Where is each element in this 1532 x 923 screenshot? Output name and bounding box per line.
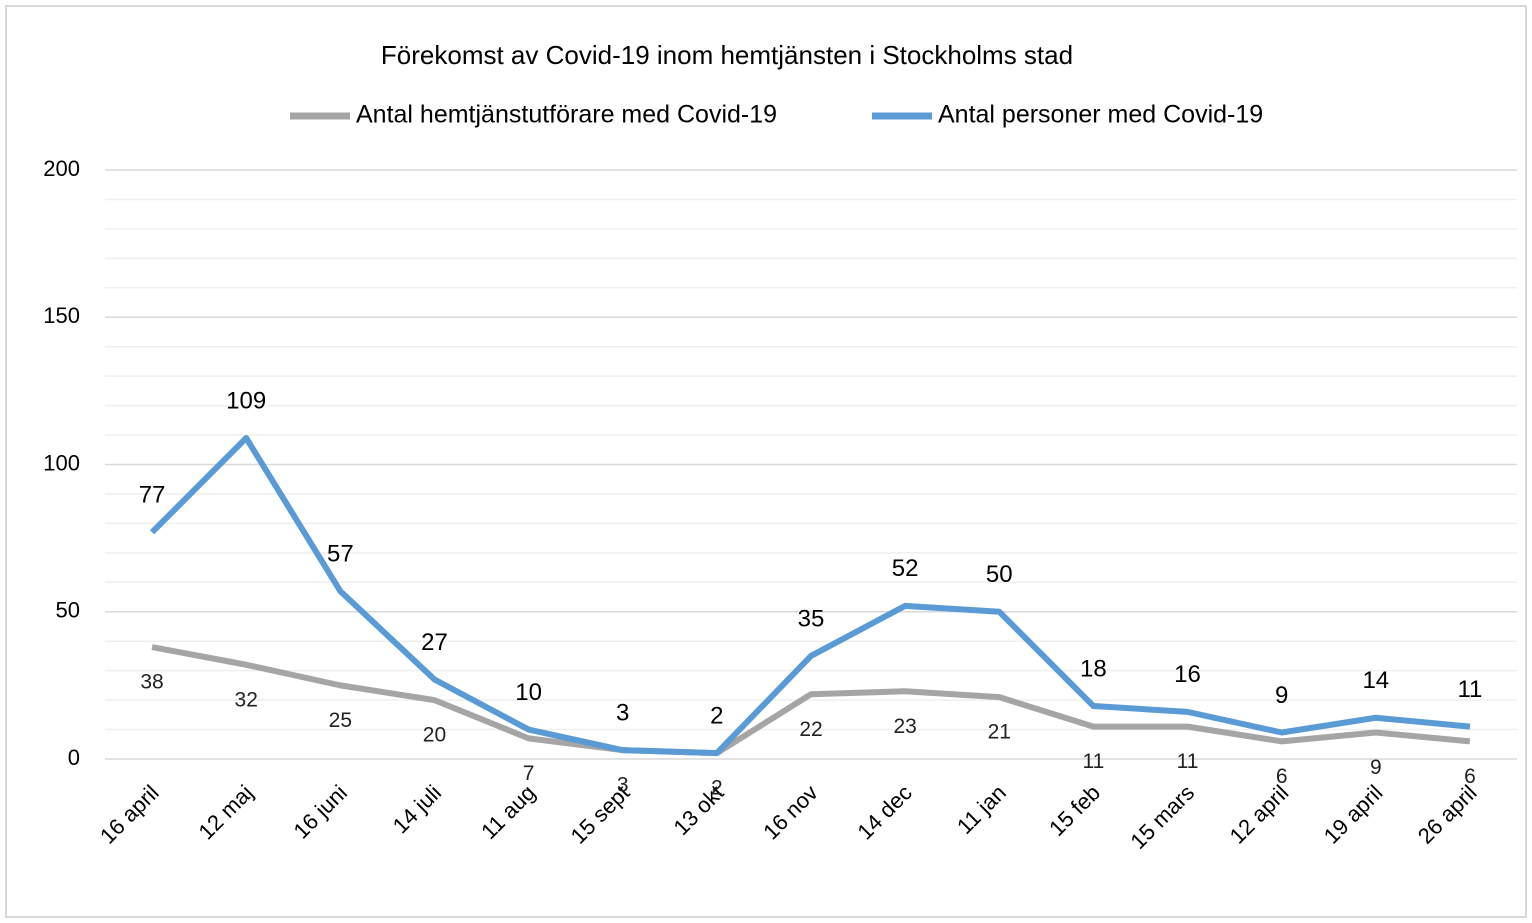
data-label: 14 bbox=[1362, 667, 1389, 694]
data-label: 9 bbox=[1275, 682, 1288, 709]
data-label: 9 bbox=[1370, 756, 1382, 779]
chart-title: Förekomst av Covid-19 inom hemtjänsten i… bbox=[381, 40, 1073, 70]
series-line bbox=[151, 644, 1471, 757]
data-label: 7 bbox=[523, 762, 535, 785]
y-tick-label: 100 bbox=[43, 450, 80, 475]
data-label: 57 bbox=[327, 540, 354, 567]
data-label: 35 bbox=[798, 605, 825, 632]
data-label: 20 bbox=[423, 724, 446, 747]
data-label: 50 bbox=[986, 561, 1013, 588]
data-label: 23 bbox=[893, 715, 916, 738]
data-label: 21 bbox=[988, 721, 1011, 744]
y-tick-label: 50 bbox=[56, 598, 80, 623]
data-label: 11 bbox=[1177, 750, 1199, 773]
data-label: 77 bbox=[139, 482, 166, 509]
legend-label: Antal hemtjänstutförare med Covid-19 bbox=[356, 101, 777, 129]
chart-frame bbox=[5, 5, 1527, 918]
y-tick-label: 0 bbox=[68, 745, 80, 770]
data-label: 27 bbox=[421, 629, 448, 656]
data-label: 2 bbox=[711, 777, 723, 800]
data-label: 109 bbox=[226, 387, 266, 414]
data-label: 22 bbox=[799, 718, 822, 741]
data-label: 32 bbox=[235, 688, 258, 711]
data-label: 38 bbox=[140, 671, 163, 694]
data-label: 18 bbox=[1080, 655, 1107, 682]
data-label: 10 bbox=[515, 679, 542, 706]
y-tick-label: 200 bbox=[43, 156, 80, 181]
y-tick-label: 150 bbox=[43, 303, 80, 328]
grid bbox=[105, 169, 1517, 760]
data-label: 3 bbox=[617, 774, 629, 797]
data-label: 52 bbox=[892, 555, 919, 582]
legend-label: Antal personer med Covid-19 bbox=[938, 101, 1263, 129]
series-line bbox=[149, 434, 1471, 757]
data-label: 2 bbox=[710, 702, 723, 729]
data-label: 3 bbox=[616, 700, 629, 727]
data-label: 6 bbox=[1276, 765, 1288, 788]
data-label: 11 bbox=[1082, 750, 1104, 773]
data-label: 16 bbox=[1174, 661, 1201, 688]
data-label: 6 bbox=[1464, 765, 1476, 788]
data-label: 25 bbox=[329, 709, 352, 732]
data-label: 11 bbox=[1457, 676, 1482, 703]
